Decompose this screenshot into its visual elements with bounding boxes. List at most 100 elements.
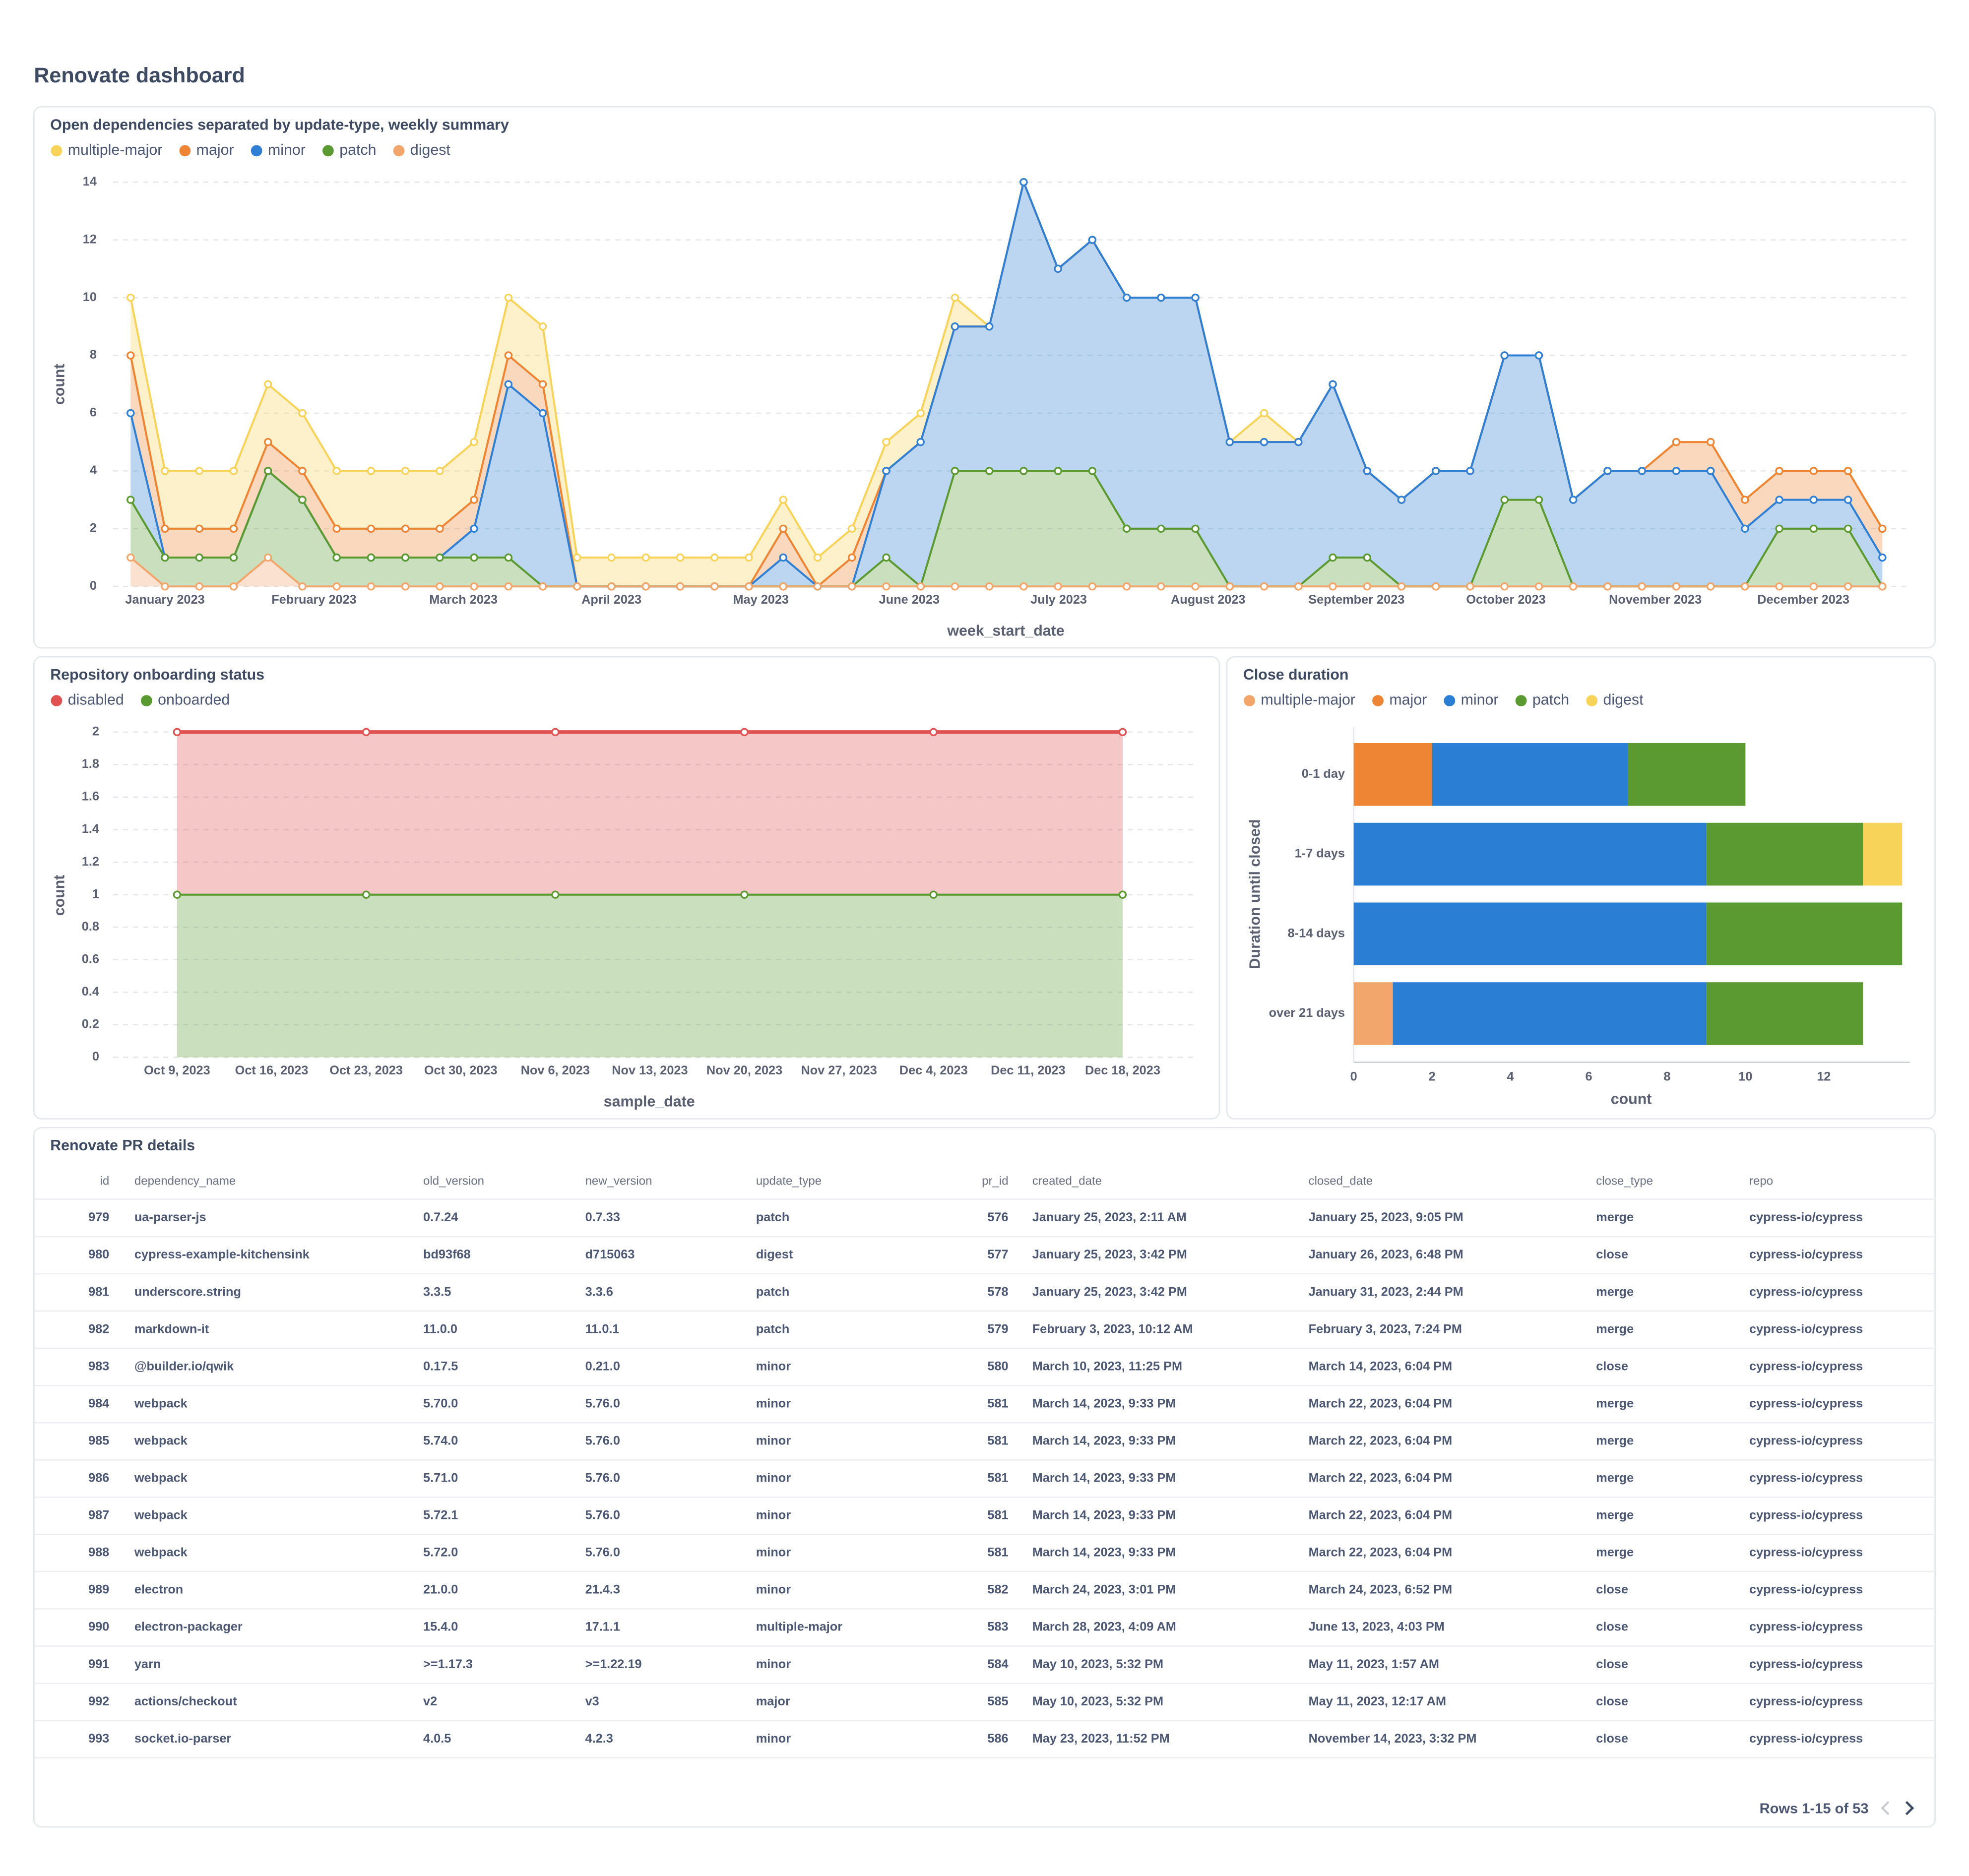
legend-swatch bbox=[179, 145, 191, 157]
data-point bbox=[1294, 582, 1303, 591]
table-cell: cypress-io/cypress bbox=[1749, 1620, 1863, 1634]
data-point bbox=[1706, 582, 1715, 591]
table-cell: 0.7.33 bbox=[585, 1210, 620, 1224]
y-tick-label: 0.6 bbox=[82, 952, 99, 966]
data-point bbox=[332, 553, 341, 562]
data-point bbox=[1397, 582, 1406, 591]
data-point bbox=[1054, 467, 1062, 475]
data-point bbox=[813, 553, 822, 562]
x-tick-label: 8 bbox=[1663, 1070, 1670, 1084]
data-point bbox=[1672, 438, 1681, 446]
data-point bbox=[362, 890, 371, 899]
data-point bbox=[362, 728, 371, 737]
data-point bbox=[551, 728, 560, 737]
table-cell: March 14, 2023, 6:04 PM bbox=[1309, 1359, 1453, 1373]
data-point bbox=[367, 524, 376, 533]
table-cell: 986 bbox=[88, 1471, 109, 1485]
data-point bbox=[1019, 582, 1028, 591]
data-point bbox=[745, 553, 753, 562]
area-fill bbox=[130, 182, 1883, 587]
data-point bbox=[436, 582, 444, 591]
table-cell: 11.0.1 bbox=[585, 1322, 620, 1336]
table-cell: March 14, 2023, 9:33 PM bbox=[1032, 1471, 1176, 1485]
data-point bbox=[779, 496, 787, 504]
table-cell: 11.0.0 bbox=[423, 1322, 457, 1336]
data-point bbox=[1878, 524, 1887, 533]
legend-label: digest bbox=[1603, 692, 1644, 708]
bar-segment bbox=[1353, 822, 1707, 886]
data-point bbox=[1118, 890, 1127, 899]
data-point bbox=[1019, 178, 1028, 187]
legend-swatch bbox=[251, 145, 262, 157]
legend-label: patch bbox=[339, 142, 376, 158]
data-point bbox=[916, 409, 925, 418]
data-point bbox=[1294, 438, 1303, 446]
data-point bbox=[263, 467, 272, 475]
data-point bbox=[740, 890, 749, 899]
area-fill bbox=[130, 471, 1883, 587]
data-point bbox=[195, 467, 203, 475]
data-point bbox=[332, 524, 341, 533]
card bbox=[33, 1126, 1936, 1828]
bar-segment bbox=[1706, 822, 1863, 886]
legend-swatch bbox=[393, 145, 405, 157]
table-cell: merge bbox=[1596, 1434, 1634, 1447]
data-point bbox=[436, 553, 444, 562]
data-point bbox=[504, 293, 513, 302]
x-tick-label: Nov 6, 2023 bbox=[521, 1063, 590, 1077]
data-point bbox=[1843, 496, 1852, 504]
data-point bbox=[573, 553, 581, 562]
y-tick-label: 0 bbox=[90, 579, 97, 593]
table-cell: 4.0.5 bbox=[423, 1732, 451, 1746]
table-cell: 5.74.0 bbox=[423, 1434, 458, 1447]
table-cell: v3 bbox=[585, 1694, 599, 1708]
data-point bbox=[504, 553, 513, 562]
table-cell: 5.76.0 bbox=[585, 1508, 620, 1522]
data-point bbox=[436, 467, 444, 475]
y-tick-label: 0.8 bbox=[82, 920, 99, 934]
table-cell: 15.4.0 bbox=[423, 1620, 458, 1634]
x-axis-label: week_start_date bbox=[947, 623, 1064, 639]
table-cell: cypress-io/cypress bbox=[1749, 1396, 1863, 1410]
legend-label: minor bbox=[1461, 692, 1499, 708]
data-point bbox=[1122, 582, 1131, 591]
table-cell: 5.76.0 bbox=[585, 1434, 620, 1447]
series-line bbox=[129, 556, 1883, 588]
y-tick-label: 1.6 bbox=[82, 790, 99, 804]
y-axis-label: Duration until closed bbox=[1247, 819, 1263, 969]
data-point bbox=[1672, 467, 1681, 475]
y-tick-label: 1-7 days bbox=[1295, 847, 1345, 861]
table-cell: March 22, 2023, 6:04 PM bbox=[1309, 1396, 1453, 1410]
dashboard-title: Renovate dashboard bbox=[34, 63, 245, 87]
table-cell: March 24, 2023, 6:52 PM bbox=[1309, 1583, 1453, 1597]
prev-page[interactable] bbox=[1881, 1801, 1890, 1815]
table-cell: May 10, 2023, 5:32 PM bbox=[1032, 1694, 1163, 1708]
y-tick-label: 6 bbox=[90, 406, 97, 420]
legend-label: digest bbox=[410, 142, 451, 158]
data-point bbox=[1706, 467, 1715, 475]
next-page[interactable] bbox=[1905, 1801, 1914, 1815]
legend-swatch bbox=[51, 145, 63, 157]
data-point bbox=[1638, 582, 1646, 591]
data-point bbox=[1329, 553, 1337, 562]
table-cell: 5.72.0 bbox=[423, 1546, 458, 1560]
data-point bbox=[504, 351, 513, 360]
table-cell: close bbox=[1596, 1732, 1628, 1746]
data-point bbox=[1329, 380, 1337, 388]
data-point bbox=[127, 496, 135, 504]
data-point bbox=[401, 582, 410, 591]
y-tick-label: 8-14 days bbox=[1288, 926, 1345, 940]
table-cell: cypress-io/cypress bbox=[1749, 1322, 1863, 1336]
table-cell: actions/checkout bbox=[134, 1694, 237, 1708]
table-cell: 581 bbox=[987, 1508, 1008, 1522]
x-tick-label: 0 bbox=[1350, 1070, 1357, 1084]
x-tick-label: May 2023 bbox=[733, 593, 789, 607]
data-point bbox=[1603, 582, 1612, 591]
data-point bbox=[779, 524, 787, 533]
table-cell: electron-packager bbox=[134, 1620, 243, 1634]
y-tick-label: 0.4 bbox=[82, 985, 99, 999]
x-tick-label: Nov 27, 2023 bbox=[801, 1063, 877, 1077]
table-cell: bd93f68 bbox=[423, 1248, 471, 1261]
table-cell: cypress-io/cypress bbox=[1749, 1434, 1863, 1447]
data-point bbox=[1775, 582, 1783, 591]
